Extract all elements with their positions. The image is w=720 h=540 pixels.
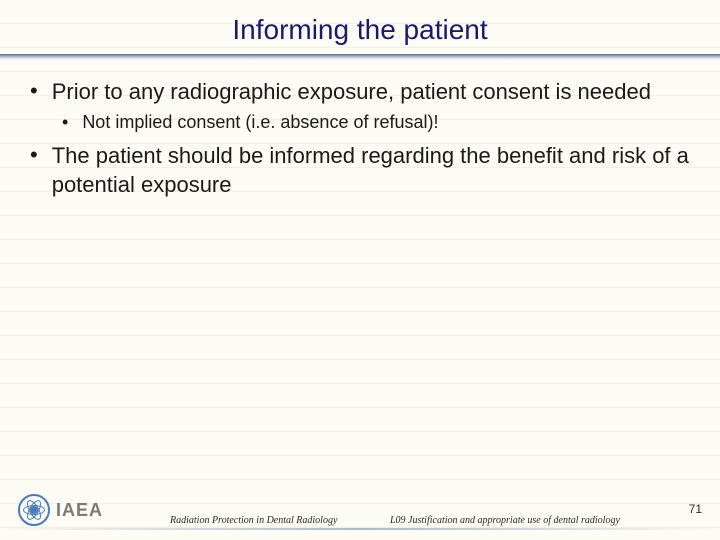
bullet-dot-icon: • <box>30 142 38 199</box>
footer-divider <box>0 528 720 530</box>
page-number: 71 <box>689 502 702 516</box>
iaea-logo-icon <box>18 494 50 526</box>
slide-title: Informing the patient <box>0 14 720 46</box>
bullet-text: Prior to any radiographic exposure, pati… <box>52 78 651 107</box>
bullet-item: • Prior to any radiographic exposure, pa… <box>30 78 690 107</box>
bullet-item: • The patient should be informed regardi… <box>30 142 690 199</box>
bullet-dot-icon: • <box>62 111 68 134</box>
bullet-text: The patient should be informed regarding… <box>52 142 690 199</box>
title-area: Informing the patient <box>0 0 720 54</box>
bullet-item: • Not implied consent (i.e. absence of r… <box>62 111 690 134</box>
footer-text-right: L09 Justification and appropriate use of… <box>390 515 620 526</box>
bullet-dot-icon: • <box>30 78 38 107</box>
content-area: • Prior to any radiographic exposure, pa… <box>0 60 720 199</box>
slide-container: Informing the patient • Prior to any rad… <box>0 0 720 540</box>
logo-text: IAEA <box>56 500 103 521</box>
footer-text-left: Radiation Protection in Dental Radiology <box>170 515 337 526</box>
logo: IAEA <box>18 494 103 526</box>
bullet-text: Not implied consent (i.e. absence of ref… <box>82 111 438 134</box>
footer-area: IAEA Radiation Protection in Dental Radi… <box>0 486 720 540</box>
